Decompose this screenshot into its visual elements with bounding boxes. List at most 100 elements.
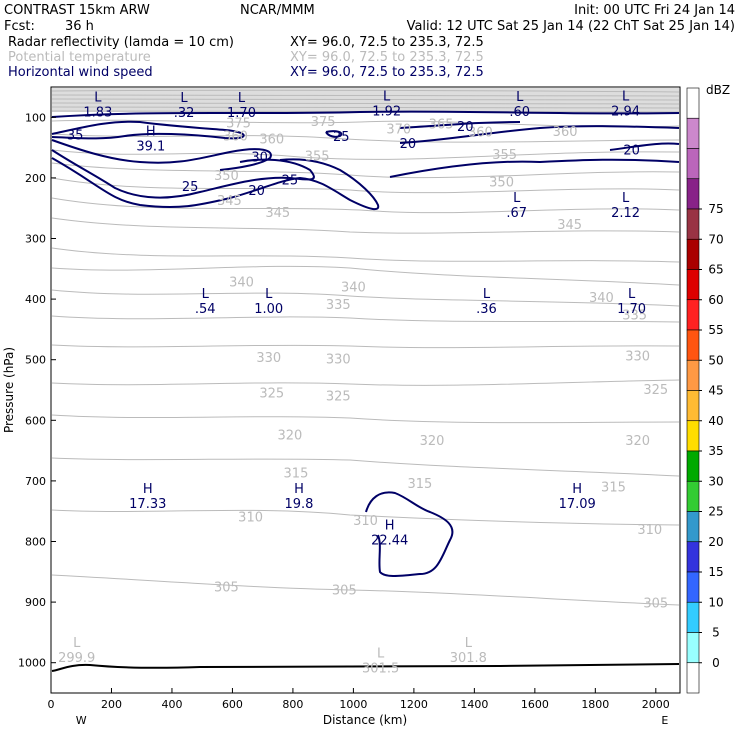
theta-label: 360 bbox=[259, 133, 284, 148]
fcst-value: 36 h bbox=[65, 19, 94, 34]
stratosphere-theta-band bbox=[51, 88, 680, 113]
extrema-markers: L1.83L.32L1.70L1.92L.60L2.94H39.1L.67L2.… bbox=[58, 89, 646, 676]
colorbar-swatch bbox=[686, 208, 700, 240]
theta-label: 315 bbox=[601, 481, 626, 496]
extremum-kind: H bbox=[385, 518, 395, 533]
x-tick-label: 200 bbox=[101, 698, 122, 711]
theta-label: 350 bbox=[489, 176, 514, 191]
field-1-name: Radar reflectivity (lamda = 10 cm) bbox=[8, 35, 234, 50]
theta-extremum-kind: L bbox=[73, 636, 81, 651]
theta-label: 315 bbox=[284, 467, 309, 482]
fcst-label: Fcst: bbox=[4, 19, 35, 34]
theta-label: 375 bbox=[311, 115, 336, 130]
theta-label: 360 bbox=[553, 125, 578, 140]
theta-label: 305 bbox=[643, 596, 668, 611]
y-tick-label: 400 bbox=[25, 293, 46, 306]
extremum-value: .60 bbox=[509, 105, 530, 120]
y-tick-label: 1000 bbox=[18, 657, 46, 670]
colorbar-swatch bbox=[686, 117, 700, 149]
extremum-kind: H bbox=[572, 482, 582, 497]
theta-label: 320 bbox=[277, 428, 302, 443]
theta-label: 340 bbox=[341, 281, 366, 296]
theta-label: 335 bbox=[326, 298, 351, 313]
theta-label: 345 bbox=[557, 218, 582, 233]
theta-label: 365 bbox=[429, 118, 454, 133]
extremum-value: .36 bbox=[476, 302, 497, 317]
colorbar-swatch bbox=[686, 390, 700, 422]
field-2-xy: XY= 96.0, 72.5 to 235.3, 72.5 bbox=[290, 50, 484, 65]
y-tick-label: 100 bbox=[25, 111, 46, 124]
ground-surface bbox=[51, 663, 680, 672]
valid-time: Valid: 12 UTC Sat 25 Jan 14 (22 ChT Sat … bbox=[407, 19, 735, 34]
colorbar-swatch bbox=[686, 601, 700, 633]
colorbar-swatch bbox=[686, 87, 700, 119]
x-tick-label: 400 bbox=[161, 698, 182, 711]
extremum-value: .67 bbox=[506, 206, 527, 221]
colorbar-swatch bbox=[686, 632, 700, 664]
wind-speed-label: 25 bbox=[282, 174, 299, 189]
wind-speed-labels: 35 30 25 25 25 20 20 20 20 bbox=[67, 120, 640, 199]
field-2-name: Potential temperature bbox=[8, 50, 151, 65]
wind-speed-label: 25 bbox=[333, 130, 350, 145]
extremum-value: .54 bbox=[195, 302, 216, 317]
init-time: Init: 00 UTC Fri 24 Jan 14 bbox=[574, 3, 735, 18]
theta-extremum-value: 301.5 bbox=[362, 662, 399, 677]
extremum-kind: L bbox=[628, 287, 636, 302]
colorbar-swatch bbox=[686, 329, 700, 361]
theta-label: 370 bbox=[386, 122, 411, 137]
theta-label: 305 bbox=[214, 581, 239, 596]
y-axis-label: Pressure (hPa) bbox=[2, 347, 16, 433]
colorbar-level-label: 45 bbox=[708, 384, 723, 398]
theta-extremum-kind: L bbox=[465, 636, 473, 651]
colorbar-swatch bbox=[686, 269, 700, 301]
theta-label: 310 bbox=[353, 514, 378, 529]
colorbar-swatch bbox=[686, 571, 700, 603]
theta-label: 305 bbox=[332, 584, 357, 599]
colorbar-level-label: 30 bbox=[708, 474, 723, 488]
y-tick-label: 300 bbox=[25, 233, 46, 246]
theta-label: 330 bbox=[625, 350, 650, 365]
x-tick-label: 1400 bbox=[460, 698, 488, 711]
extremum-kind: L bbox=[238, 91, 246, 106]
colorbar-level-label: 15 bbox=[708, 565, 723, 579]
theta-label: 330 bbox=[326, 353, 351, 368]
colorbar-level-label: 0 bbox=[712, 656, 720, 670]
theta-label: 355 bbox=[492, 148, 517, 163]
theta-label: 345 bbox=[217, 194, 242, 209]
x-tick-label: 1800 bbox=[581, 698, 609, 711]
y-tick-label: 700 bbox=[25, 475, 46, 488]
extremum-kind: H bbox=[146, 124, 156, 139]
extremum-value: 1.83 bbox=[83, 106, 112, 121]
colorbar-unit: dBZ bbox=[706, 83, 730, 97]
field-1-xy: XY= 96.0, 72.5 to 235.3, 72.5 bbox=[290, 35, 484, 50]
theta-extremum-value: 299.9 bbox=[58, 651, 95, 666]
x-tick-label: 1000 bbox=[339, 698, 367, 711]
x-tick-label: 1600 bbox=[521, 698, 549, 711]
extremum-kind: L bbox=[180, 91, 188, 106]
wind-speed-label: 20 bbox=[248, 184, 265, 199]
theta-label: 335 bbox=[622, 308, 647, 323]
theta-label: 320 bbox=[625, 434, 650, 449]
x-tick-label: 800 bbox=[282, 698, 303, 711]
plot-frame bbox=[50, 86, 681, 694]
colorbar-swatch bbox=[686, 511, 700, 543]
colorbar-level-label: 5 bbox=[712, 626, 720, 640]
theta-extremum-kind: L bbox=[377, 647, 385, 662]
y-tick-label: 600 bbox=[25, 414, 46, 427]
colorbar-swatch bbox=[686, 178, 700, 210]
y-tick-label: 900 bbox=[25, 596, 46, 609]
extremum-kind: L bbox=[202, 287, 210, 302]
extremum-kind: H bbox=[143, 482, 153, 497]
theta-label: 310 bbox=[637, 523, 662, 538]
extremum-kind: L bbox=[622, 191, 630, 206]
y-tick-label: 500 bbox=[25, 354, 46, 367]
x-axis: 0 200 400 600 800 1000 1200 1400 1600 1800 2000 W E bbox=[48, 688, 670, 727]
extremum-kind: L bbox=[513, 191, 521, 206]
colorbar-level-label: 70 bbox=[708, 232, 723, 246]
center-title: NCAR/MMM bbox=[240, 3, 315, 18]
wind-speed-label: 30 bbox=[251, 151, 268, 166]
colorbar-swatch bbox=[686, 662, 700, 694]
wind-speed-label: 20 bbox=[400, 137, 417, 152]
